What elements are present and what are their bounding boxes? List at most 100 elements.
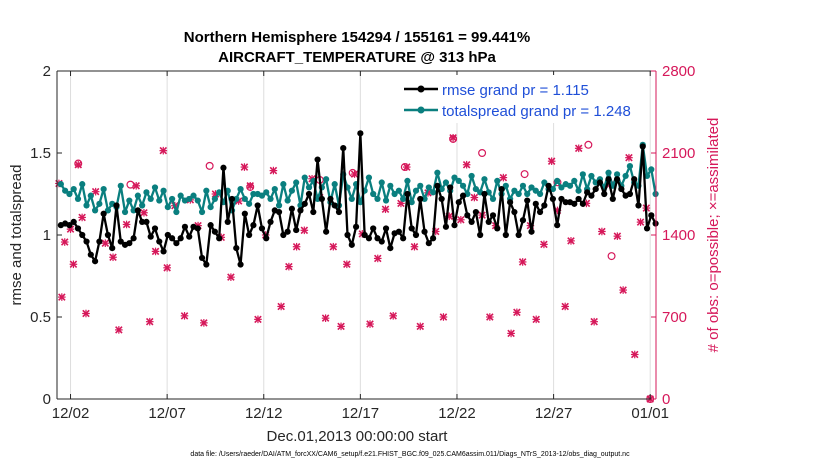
series-layer [57,130,659,268]
obs-assimilated-marker [78,213,86,222]
totalspread-point [275,202,283,209]
totalspread-point [468,172,475,180]
totalspread-point [421,195,428,203]
obs-assimilated-marker [574,144,583,153]
rmse-point [549,195,557,203]
totalspread-point [434,169,441,176]
rmse-point [96,238,103,245]
rmse-point [186,233,193,240]
obs-assimilated-marker [254,315,262,324]
rmse-point [408,225,415,232]
rmse-point [250,222,257,229]
rmse-point [536,208,544,216]
rmse-point [246,231,253,239]
totalspread-point [62,187,69,194]
x-tick-label: 12/27 [535,405,573,422]
totalspread-point [66,190,73,198]
totalspread-point [134,192,141,199]
x-tick-label: 12/12 [245,405,283,422]
rmse-point [344,231,351,239]
legend-rmse-marker [417,85,425,93]
totalspread-point [169,195,176,203]
rmse-point [447,184,454,191]
totalspread-point [408,199,415,206]
totalspread-point [417,182,424,189]
obs-assimilated-marker [285,262,293,271]
rmse-point [228,195,236,203]
obs-assimilated-marker [240,163,249,171]
obs-assimilated-marker [462,160,471,169]
obs-assimilated-marker [416,322,425,331]
totalspread-point [425,184,432,191]
totalspread-point [613,171,621,178]
rmse-point [66,222,73,229]
totalspread-point [186,195,193,203]
rmse-point [575,195,582,203]
totalspread-point [323,176,330,183]
obs-assimilated-marker [58,293,66,301]
legend-rmse-label: rmse grand pr = 1.115 [442,82,589,99]
totalspread-point [305,184,313,191]
rmse-point [109,245,116,252]
y-right-tick-label: 2100 [662,145,695,162]
obs-assimilated-marker [636,218,645,226]
rmse-point [216,235,223,242]
obs-assimilated-marker [630,350,639,359]
obs-possible-marker [126,180,135,189]
obs-assimilated-marker [590,317,598,326]
totalspread-point [481,176,488,183]
totalspread-point [519,182,527,189]
rmse-point [164,231,171,239]
x-tick-label: 12/07 [148,405,186,422]
rmse-point [143,218,150,225]
rmse-point [220,164,227,171]
rmse-point [601,190,608,198]
obs-possible-marker [400,163,409,172]
totalspread-point [267,195,274,203]
rmse-point [348,241,355,248]
totalspread-point [331,181,338,188]
totalspread-point [459,182,467,189]
totalspread-point [365,174,373,181]
totalspread-point [442,179,450,186]
totalspread-point [271,185,278,193]
obs-possible-marker [348,168,357,177]
obs-assimilated-marker [200,319,208,327]
obs-assimilated-marker [115,326,123,334]
rmse-point [147,233,154,240]
rmse-point [87,251,94,258]
totalspread-point [121,208,129,216]
totalspread-point [293,179,300,186]
rmse-point [464,212,471,219]
rmse-point [113,202,120,209]
rmse-point [596,179,604,186]
rmse-point [207,222,214,229]
obs-assimilated-marker [69,260,78,269]
totalspread-point [203,187,210,194]
obs-assimilated-marker [163,264,171,272]
obs-assimilated-marker [101,239,110,247]
obs-assimilated-marker [292,242,301,251]
rmse-point [485,218,492,225]
totalspread-point [515,190,522,198]
rmse-point [169,235,176,242]
obs-assimilated-marker [277,302,285,311]
rmse-point [258,225,266,232]
totalspread-point [404,177,411,184]
totalspread-point [554,177,561,184]
totalspread-point [357,199,364,206]
obs-assimilated-marker [547,157,556,165]
totalspread-point [348,195,355,203]
chart-title-line-2: AIRCRAFT_TEMPERATURE @ 313 hPa [218,49,496,66]
totalspread-point [571,177,578,184]
y-right-tick-label: 2800 [662,63,695,80]
rmse-point [421,228,428,235]
obs-assimilated-marker [329,242,338,251]
rmse-point [631,176,638,183]
rmse-point [254,202,261,209]
totalspread-point [130,207,137,214]
y-right-tick-label: 700 [662,309,687,326]
totalspread-point [511,187,518,194]
rmse-point [613,176,621,183]
